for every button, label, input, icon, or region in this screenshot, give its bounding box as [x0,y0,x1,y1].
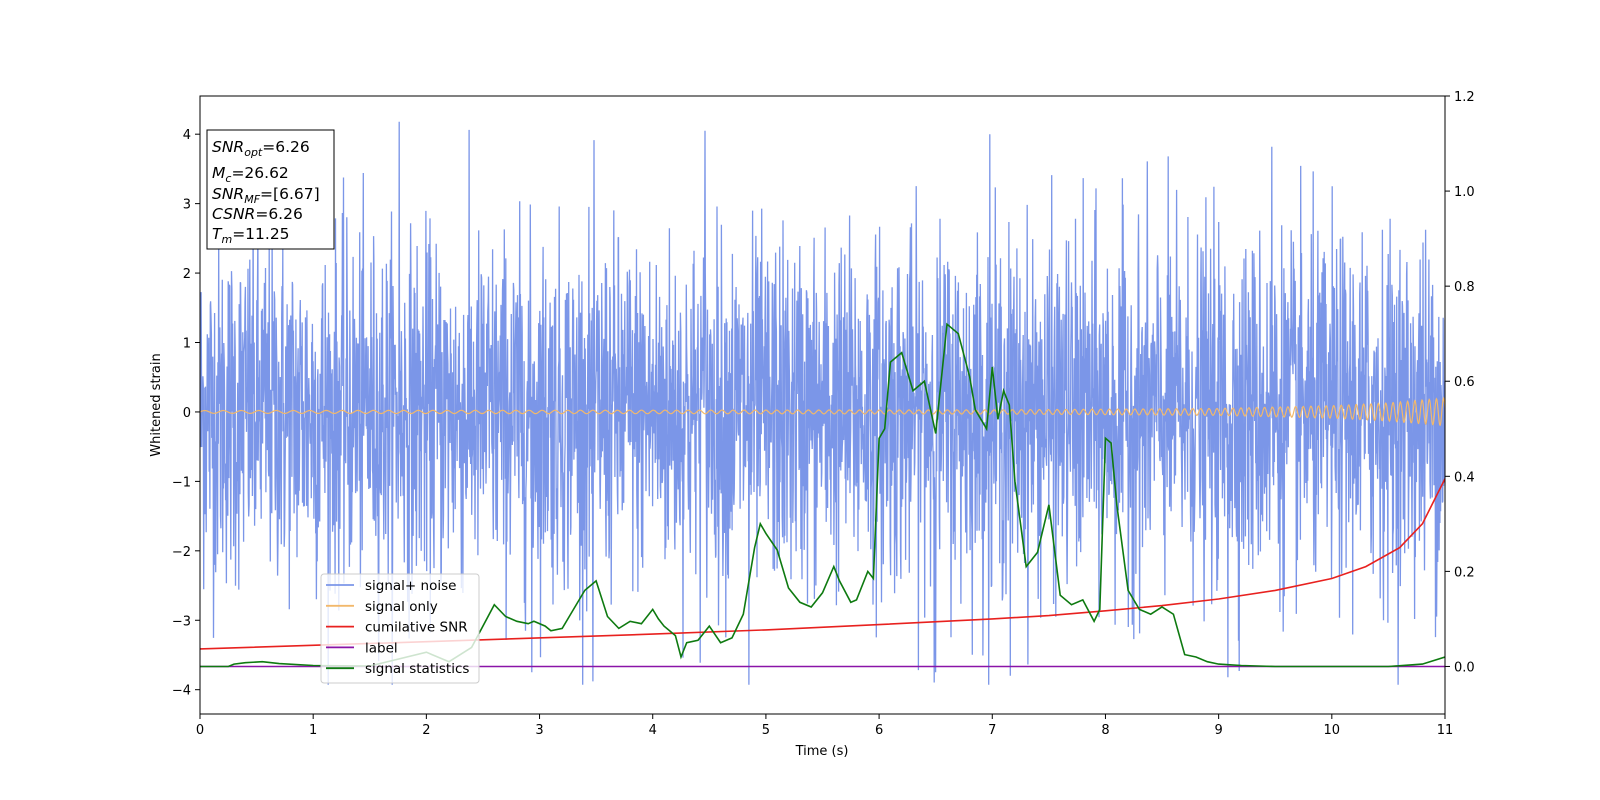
legend-label: signal+ noise [365,578,456,594]
y-tick-label: 3 [183,198,191,213]
stats-box-frame [206,129,335,250]
y2-tick-label: 1.2 [1454,90,1475,105]
x-tick-label: 5 [762,723,770,738]
stats-line: Tm=11.25 [212,225,290,246]
legend-label: label [365,640,398,656]
y-tick-label: −3 [172,614,191,629]
x-tick-label: 6 [875,723,883,738]
y2-tick-label: 0.4 [1454,470,1475,485]
x-axis-label: Time (s) [795,744,849,759]
cumilative-snr-line [200,478,1445,650]
y2-tick-label: 0.2 [1454,565,1475,580]
x-tick-label: 8 [1101,723,1109,738]
x-tick-label: 1 [309,723,317,738]
stats-line: SNRopt=6.26 [212,138,310,159]
y-tick-label: −1 [172,475,191,490]
y-axis-label: Whitened strain [149,353,164,456]
y-tick-label: −4 [172,684,191,699]
y-tick-label: 1 [183,337,191,352]
legend-label: signal only [365,599,438,615]
x-tick-label: 3 [535,723,543,738]
plot-frame [199,95,1446,715]
x-tick-label: 9 [1214,723,1222,738]
x-tick-label: 11 [1437,723,1454,738]
y-tick-label: 0 [183,406,191,421]
y2-tick-label: 0.6 [1454,375,1475,390]
legend: signal+ noise signal only cumilative SNR la… [320,573,480,684]
signal-noise-line [200,121,1445,685]
x-axis: 0 1 2 3 4 5 6 7 8 9 10 11 [196,714,1453,738]
signal-only-line [200,396,1445,427]
signal-noise-series [200,121,1445,685]
y-tick-label: 2 [183,267,191,282]
x-tick-label: 7 [988,723,996,738]
stats-line: SNRMF=[6.67] [212,185,320,206]
y2-axis: 0.0 0.2 0.4 0.6 0.8 1.0 1.2 [1445,90,1475,675]
legend-frame [320,573,480,684]
y2-tick-label: 0.8 [1454,280,1475,295]
signal-only-series [200,396,1445,427]
y-tick-label: −2 [172,545,191,560]
x-tick-label: 2 [422,723,430,738]
legend-label: signal statistics [365,661,469,677]
x-tick-label: 4 [649,723,657,738]
stats-line: CSNR=6.26 [212,205,303,223]
y2-tick-label: 0.0 [1454,660,1475,675]
x-tick-label: 0 [196,723,204,738]
y-axis: 4 3 2 1 0 −1 −2 −3 −4 [172,128,200,699]
y2-tick-label: 1.0 [1454,185,1475,200]
stats-annotation-box: SNRopt=6.26 Mc=26.62SNRMF=[6.67]CSNR=6.26… [206,129,335,250]
stats-line: Mc=26.62 [212,164,289,185]
x-tick-label: 10 [1324,723,1341,738]
signal-statistics-line [200,322,1445,668]
legend-label: cumilative SNR [365,620,468,636]
y-tick-label: 4 [183,128,191,143]
